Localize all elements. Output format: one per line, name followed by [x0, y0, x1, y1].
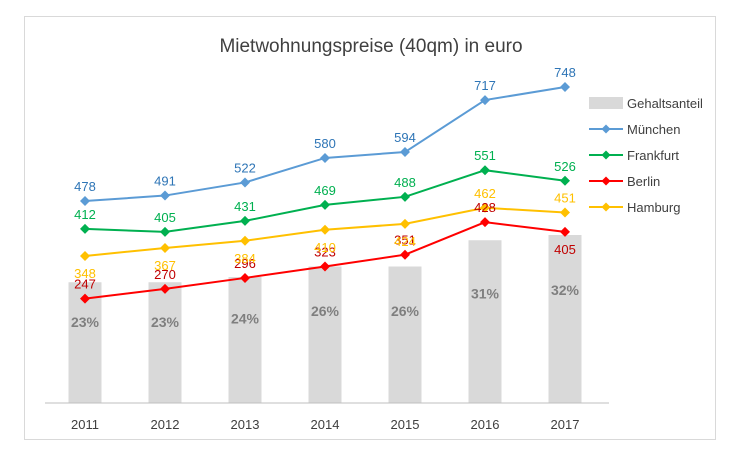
data-label-frankfurt-2014: 469 — [314, 183, 336, 198]
data-label-frankfurt-2011: 412 — [74, 207, 96, 222]
bar-label-2017: 32% — [551, 282, 580, 298]
x-tick-label-2015: 2015 — [391, 417, 420, 432]
marker-muenchen-2016 — [480, 95, 490, 106]
data-label-frankfurt-2016: 551 — [474, 148, 496, 163]
bar-2015 — [388, 266, 422, 403]
bar-2012 — [148, 282, 182, 403]
data-label-berlin-2013: 296 — [234, 256, 256, 271]
data-label-hamburg-2016: 462 — [474, 186, 496, 201]
marker-berlin-2017 — [560, 226, 570, 237]
legend-label-frankfurt: Frankfurt — [627, 148, 679, 163]
marker-frankfurt-2015 — [400, 191, 410, 202]
x-tick-label-2012: 2012 — [151, 417, 180, 432]
legend-swatch-gehaltsanteil — [589, 97, 623, 109]
data-label-muenchen-2014: 580 — [314, 136, 336, 151]
marker-berlin-2016 — [480, 217, 490, 228]
legend-label-muenchen: München — [627, 122, 680, 137]
bar-2014 — [308, 266, 342, 403]
data-label-muenchen-2013: 522 — [234, 160, 256, 175]
bar-label-2016: 31% — [471, 285, 500, 301]
marker-muenchen-2014 — [320, 152, 330, 163]
data-label-berlin-2015: 351 — [394, 233, 416, 248]
marker-frankfurt-2016 — [480, 165, 490, 176]
x-tick-label-2014: 2014 — [311, 417, 340, 432]
data-labels: 23% 23% 24% 26% 26% 31% 32% 478 491 522 580 594 717 7… — [71, 65, 580, 330]
marker-hamburg-2017 — [560, 207, 570, 218]
chart-svg: Mietwohnungspreise (40qm) in euro 2011 20… — [45, 36, 703, 432]
legend-marker-frankfurt — [601, 150, 611, 160]
legend-label-hamburg: Hamburg — [627, 200, 680, 215]
data-label-hamburg-2015: 424 — [394, 234, 416, 249]
data-label-muenchen-2012: 491 — [154, 174, 176, 189]
marker-hamburg-2016 — [480, 202, 490, 213]
legend: Gehaltsanteil München Frankfurt Berlin Hambu… — [589, 96, 703, 215]
marker-hamburg-2012 — [160, 242, 170, 253]
data-label-frankfurt-2015: 488 — [394, 175, 416, 190]
data-label-hamburg-2017: 451 — [554, 190, 576, 205]
data-label-muenchen-2016: 717 — [474, 78, 496, 93]
data-label-muenchen-2011: 478 — [74, 179, 96, 194]
marker-muenchen-2012 — [160, 190, 170, 201]
marker-berlin-2015 — [400, 249, 410, 260]
marker-frankfurt-2012 — [160, 226, 170, 237]
data-label-berlin-2012: 270 — [154, 267, 176, 282]
x-tick-label-2013: 2013 — [231, 417, 260, 432]
marker-berlin-2014 — [320, 261, 330, 272]
marker-frankfurt-2014 — [320, 199, 330, 210]
data-label-muenchen-2015: 594 — [394, 130, 416, 145]
marker-berlin-2012 — [160, 283, 170, 294]
bar-label-2015: 26% — [391, 303, 420, 319]
x-tick-label-2011: 2011 — [71, 417, 99, 432]
marker-muenchen-2015 — [400, 147, 410, 158]
marker-frankfurt-2017 — [560, 175, 570, 186]
data-label-berlin-2014: 323 — [314, 245, 336, 260]
marker-hamburg-2015 — [400, 218, 410, 229]
marker-muenchen-2017 — [560, 81, 570, 92]
marker-berlin-2013 — [240, 272, 250, 283]
chart-title: Mietwohnungspreise (40qm) in euro — [219, 36, 522, 57]
bar-label-2014: 26% — [311, 303, 340, 319]
x-axis-ticks: 2011 2012 2013 2014 2015 2016 2017 — [71, 417, 579, 432]
marker-frankfurt-2011 — [80, 223, 90, 234]
data-label-hamburg-2014: 410 — [314, 240, 336, 255]
data-label-berlin-2016: 428 — [474, 200, 496, 215]
legend-marker-muenchen — [601, 124, 611, 134]
x-tick-label-2016: 2016 — [471, 417, 500, 432]
data-label-berlin-2017: 405 — [554, 242, 576, 257]
bar-label-2012: 23% — [151, 314, 180, 330]
marker-hamburg-2011 — [80, 250, 90, 261]
line-series — [80, 81, 570, 304]
chart-area: Mietwohnungspreise (40qm) in euro 2011 20… — [24, 16, 716, 440]
data-label-frankfurt-2012: 405 — [154, 210, 176, 225]
data-label-hamburg-2013: 384 — [234, 251, 256, 266]
bar-series — [68, 235, 582, 403]
legend-marker-berlin — [601, 176, 611, 186]
bar-2013 — [228, 277, 262, 403]
bar-2017 — [548, 235, 582, 403]
marker-muenchen-2011 — [80, 196, 90, 207]
legend-label-berlin: Berlin — [627, 174, 660, 189]
data-label-berlin-2011: 247 — [74, 277, 96, 292]
data-label-frankfurt-2017: 526 — [554, 159, 576, 174]
x-tick-label-2017: 2017 — [551, 417, 580, 432]
bar-label-2013: 24% — [231, 310, 260, 326]
legend-label-gehaltsanteil: Gehaltsanteil — [627, 96, 703, 111]
marker-frankfurt-2013 — [240, 215, 250, 226]
data-label-hamburg-2011: 348 — [74, 266, 96, 281]
bar-label-2011: 23% — [71, 314, 100, 330]
legend-marker-hamburg — [601, 202, 611, 212]
marker-hamburg-2013 — [240, 235, 250, 246]
marker-hamburg-2014 — [320, 224, 330, 235]
marker-berlin-2011 — [80, 293, 90, 304]
marker-muenchen-2013 — [240, 177, 250, 188]
bar-2016 — [468, 240, 502, 403]
data-label-muenchen-2017: 748 — [554, 65, 576, 80]
data-label-hamburg-2012: 367 — [154, 258, 176, 273]
data-label-frankfurt-2013: 431 — [234, 199, 256, 214]
